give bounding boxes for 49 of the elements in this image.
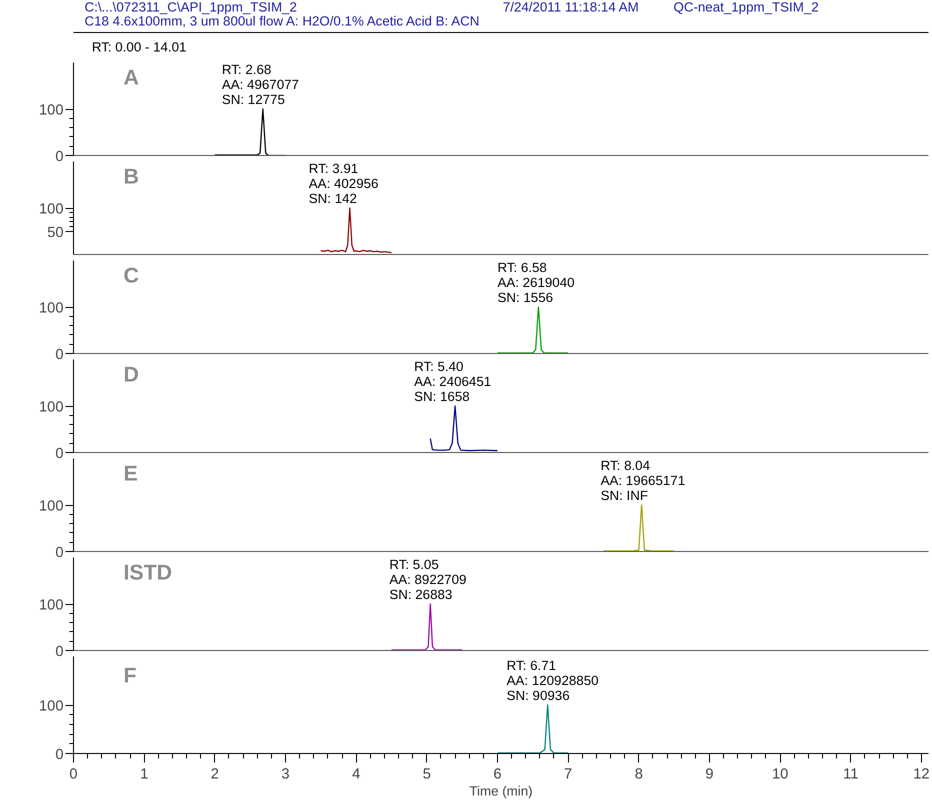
y-tick-label: 100: [39, 400, 64, 416]
x-tick-label: 3: [281, 766, 290, 782]
x-tick-label: 6: [493, 766, 502, 782]
x-tick-label: 8: [634, 766, 643, 782]
y-tick-label: 50: [47, 224, 64, 241]
x-tick-label: 11: [843, 766, 858, 782]
y-tick-label: 0: [55, 446, 64, 462]
y-tick-label: 0: [55, 149, 64, 165]
y-tick-label: 0: [55, 747, 64, 763]
x-tick-label: 9: [705, 766, 714, 782]
text: QC-neat_1ppm_TSIM_2: [673, 0, 819, 14]
text: RT: 0.00 - 14.01: [92, 40, 186, 54]
y-tick-label: 100: [39, 598, 64, 614]
x-tick-label: 2: [210, 766, 219, 782]
y-tick-label: 0: [55, 545, 64, 561]
x-tick-label: 4: [352, 766, 360, 782]
annotation: RT: 3.91 AA: 402956 SN: 142: [308, 161, 378, 206]
y-tick-label: 100: [39, 202, 64, 218]
annotation: RT: 5.40 AA: 2406451 SN: 1658: [414, 359, 492, 404]
annotation: RT: 6.71 AA: 120928850 SN: 90936: [506, 658, 599, 703]
chart-title: E: [124, 462, 138, 486]
x-tick-label: 0: [69, 766, 78, 782]
x-tick-label: 7: [564, 766, 572, 782]
x-axis-title: Time (min): [469, 784, 533, 798]
chart-title: C: [124, 264, 139, 288]
x-tick-label: 5: [422, 766, 431, 782]
chart-title: F: [124, 664, 137, 688]
chart-title: ISTD: [124, 560, 172, 584]
text: C:\...\072311_C\API_1ppm_TSIM_2: [84, 0, 297, 14]
x-tick-label: 1: [140, 766, 148, 782]
line-series: [430, 405, 498, 452]
annotation: RT: 5.05 AA: 8922709 SN: 26883: [389, 557, 466, 602]
y-tick-label: 0: [55, 644, 64, 660]
line-series: [320, 207, 392, 254]
x-tick-label: 12: [913, 766, 930, 782]
chart-title: D: [124, 362, 139, 386]
y-tick-label: 100: [39, 698, 64, 714]
annotation: RT: 6.58 AA: 2619040 SN: 1556: [497, 260, 575, 305]
chart-title: A: [124, 66, 139, 90]
y-tick-label: 0: [55, 347, 64, 363]
chart-title: B: [124, 164, 139, 188]
annotation: RT: 2.68 AA: 4967077 SN: 12775: [222, 62, 299, 107]
text: C18 4.6x100mm, 3 um 800ul flow A: H2O/0.1% Acetic Acid B: ACN: [84, 14, 480, 28]
text: 7/24/2011 11:18:14 AM: [502, 0, 639, 14]
annotation: RT: 8.04 AA: 19665171 SN: INF: [600, 458, 686, 503]
y-tick-label: 100: [39, 102, 64, 118]
x-tick-label: 10: [772, 766, 788, 782]
y-tick-label: 100: [39, 498, 64, 514]
y-tick-label: 100: [39, 300, 64, 316]
